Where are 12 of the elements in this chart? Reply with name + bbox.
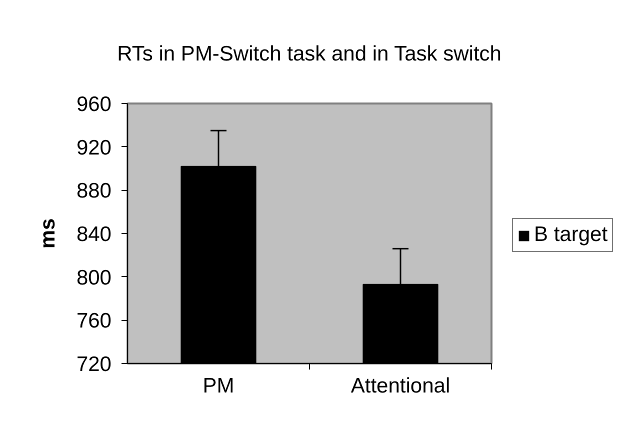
y-tick-label: 840 [76,223,112,246]
y-tick-label: 720 [76,353,112,376]
y-tick-label: 880 [76,180,112,203]
x-tick-label: PM [202,374,234,398]
y-tick-label: 760 [76,310,112,333]
legend-label: B target [534,223,608,247]
chart-title: RTs in PM-Switch task and in Task switch [117,42,502,66]
y-axis-title: ms [36,218,60,249]
y-tick-label: 960 [76,93,112,116]
x-tick-label: Attentional [350,374,450,398]
y-tick-label: 800 [76,266,112,290]
y-tick-label: 920 [76,136,112,160]
